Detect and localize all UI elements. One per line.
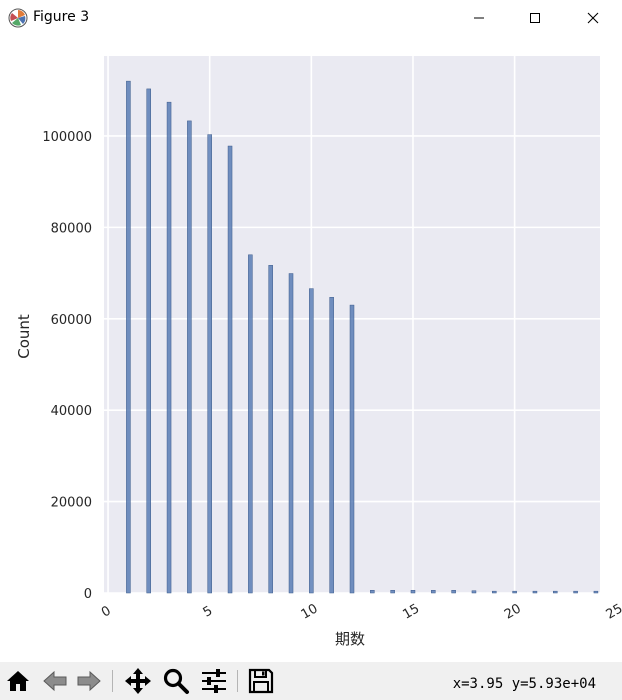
histogram-bar	[410, 590, 416, 594]
histogram-bar	[553, 590, 558, 594]
x-axis-label: 期数	[335, 630, 365, 648]
home-icon	[7, 671, 29, 691]
histogram-bar	[471, 590, 477, 594]
forward-arrow-icon	[77, 670, 101, 692]
toolbar-separator	[112, 670, 113, 692]
home-button[interactable]	[1, 665, 35, 697]
histogram-bar	[288, 273, 294, 594]
histogram-bar	[329, 297, 334, 594]
maximize-icon	[530, 13, 540, 23]
histogram-bar	[593, 590, 599, 594]
bars	[126, 80, 599, 594]
x-tick-label: 10	[299, 601, 321, 622]
y-tick-label: 40000	[51, 404, 92, 419]
histogram-bar	[248, 254, 253, 594]
y-axis-label: Count	[15, 314, 33, 359]
histogram-bar	[126, 80, 131, 594]
navigation-toolbar: x=3.95 y=5.93e+04	[0, 662, 622, 700]
cursor-coordinates: x=3.95 y=5.93e+04	[452, 676, 596, 692]
window-titlebar: Figure 3	[0, 0, 622, 36]
histogram-bar	[146, 88, 151, 594]
y-tick-label: 60000	[51, 313, 92, 328]
x-tick-label: 0	[99, 603, 114, 620]
x-tick-label: 20	[502, 601, 524, 622]
histogram-bar	[431, 590, 436, 594]
zoom-button[interactable]	[159, 665, 193, 697]
move-icon	[125, 668, 151, 694]
save-button[interactable]	[244, 665, 278, 697]
histogram-bar	[166, 101, 172, 594]
histogram-bar	[187, 120, 192, 594]
back-button[interactable]	[38, 665, 72, 697]
matplotlib-logo-icon	[8, 8, 28, 28]
configure-subplots-button[interactable]	[197, 665, 231, 697]
y-tick-label: 20000	[51, 496, 92, 511]
histogram-chart[interactable]: 0 5 10 15 20 25 0 20000 40000 60000 80000 100000 期数…	[0, 36, 622, 662]
forward-button[interactable]	[72, 665, 106, 697]
histogram-bar	[451, 590, 456, 594]
histogram-bar	[573, 590, 578, 594]
floppy-disk-icon	[248, 668, 274, 694]
x-tick-label: 15	[400, 601, 422, 622]
window-title: Figure 3	[33, 9, 90, 25]
histogram-bar	[532, 590, 538, 594]
pan-button[interactable]	[121, 665, 155, 697]
histogram-bar	[309, 288, 314, 594]
close-button[interactable]	[570, 0, 616, 36]
histogram-bar	[390, 590, 395, 594]
close-icon	[587, 12, 599, 24]
y-tick-label: 0	[84, 587, 92, 602]
x-tick-label: 25	[604, 601, 622, 622]
histogram-bar	[207, 134, 212, 594]
figure-canvas[interactable]: 0 5 10 15 20 25 0 20000 40000 60000 80000 100000 期数…	[0, 36, 622, 662]
histogram-bar	[349, 304, 355, 594]
histogram-bar	[512, 590, 517, 594]
histogram-bar	[227, 145, 233, 594]
y-tick-label: 100000	[42, 130, 92, 145]
maximize-button[interactable]	[512, 0, 558, 36]
histogram-bar	[370, 590, 375, 594]
magnifier-icon	[163, 668, 189, 694]
minimize-icon	[474, 17, 484, 19]
histogram-bar	[492, 590, 497, 594]
x-tick-label: 5	[201, 603, 216, 620]
minimize-button[interactable]	[456, 0, 502, 36]
back-arrow-icon	[43, 670, 67, 692]
tick-labels: 0 5 10 15 20 25 0 20000 40000 60000 80000 100000	[42, 130, 622, 623]
toolbar-separator	[237, 670, 238, 692]
histogram-bar	[268, 265, 273, 594]
y-tick-label: 80000	[51, 221, 92, 236]
sliders-icon	[202, 669, 226, 693]
